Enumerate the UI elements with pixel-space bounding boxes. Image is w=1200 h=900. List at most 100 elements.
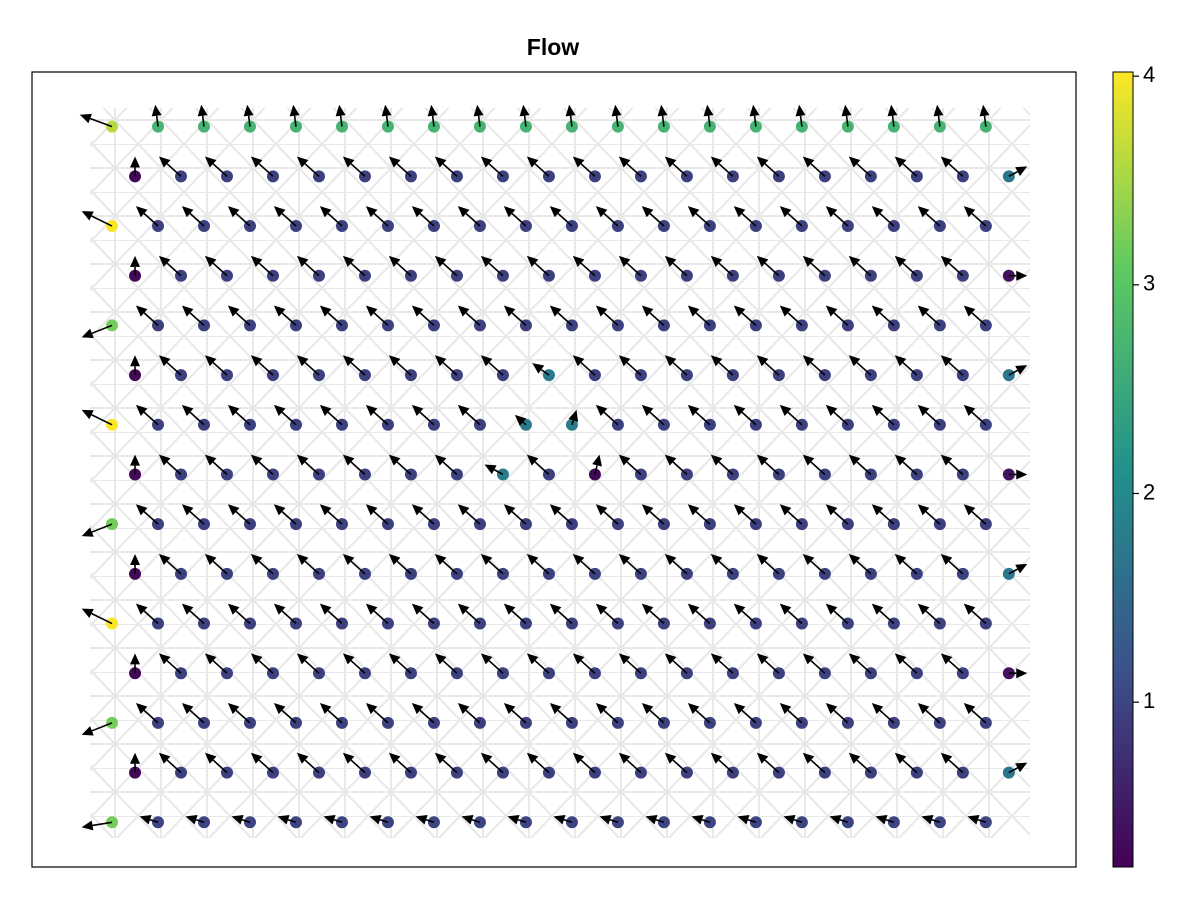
arrow-head: [595, 404, 608, 416]
arrow-shaft: [488, 163, 504, 177]
arrow: [319, 206, 343, 227]
arrow-shaft: [793, 818, 803, 824]
arrow: [595, 404, 619, 426]
arrow: [526, 752, 550, 774]
arrow: [457, 404, 481, 426]
arrow-shaft: [477, 115, 481, 127]
arrow-shaft: [603, 312, 619, 327]
arrow: [250, 653, 274, 674]
arrow-shaft: [287, 818, 297, 824]
arrow: [388, 752, 412, 774]
arrow-head: [480, 653, 493, 665]
arrow-shaft: [235, 411, 251, 426]
arrow-shaft: [580, 262, 596, 277]
arrow-head: [296, 752, 309, 764]
arrow-head: [756, 653, 769, 665]
arrow: [411, 305, 435, 327]
arrow-shaft: [235, 709, 251, 724]
arrow-shaft: [833, 511, 849, 525]
arrow-head: [917, 206, 930, 218]
arrow: [277, 814, 297, 825]
arrow: [388, 255, 412, 277]
arrow: [894, 355, 918, 376]
arrow: [484, 464, 504, 476]
arrow: [151, 104, 162, 127]
arrow: [81, 820, 113, 831]
arrow-head: [940, 156, 953, 168]
arrow-head: [691, 814, 704, 825]
arrow: [130, 355, 141, 376]
arrow: [917, 603, 941, 625]
arrow-shaft: [189, 511, 205, 525]
arrow-shaft: [258, 262, 274, 277]
arrow: [250, 553, 274, 575]
arrow-head: [664, 156, 677, 168]
arrow-shaft: [327, 411, 343, 426]
arrow-head: [917, 305, 930, 317]
arrow: [657, 104, 668, 127]
arrow-head: [572, 156, 585, 168]
arrow-shaft: [856, 262, 872, 277]
arrow-shaft: [948, 361, 964, 376]
arrow-head: [710, 255, 723, 267]
arrow-shaft: [764, 262, 780, 277]
arrow-head: [411, 206, 424, 218]
arrow-head: [388, 255, 401, 267]
arrow-shaft: [350, 759, 366, 774]
arrow: [130, 553, 141, 574]
arrow-shaft: [856, 361, 872, 376]
arrow-shaft: [442, 560, 458, 575]
arrow-head: [181, 305, 194, 317]
arrow-head: [139, 814, 152, 825]
arrow: [687, 206, 711, 227]
arrow-head: [204, 653, 217, 665]
arrow-shaft: [540, 368, 550, 376]
arrow: [411, 404, 435, 426]
arrow-shaft: [189, 212, 205, 227]
arrow-head: [871, 703, 884, 715]
arrow-head: [204, 156, 217, 168]
arrow: [710, 553, 734, 575]
arrow-shaft: [925, 312, 941, 327]
arrow-head: [664, 752, 677, 764]
arrow: [779, 703, 803, 724]
arrow-shaft: [810, 560, 826, 575]
arrow: [802, 156, 826, 177]
arrow-shaft: [442, 262, 458, 277]
arrow-head: [457, 404, 470, 416]
arrow: [388, 454, 412, 476]
arrow: [871, 703, 895, 724]
arrow: [756, 255, 780, 277]
arrow-head: [135, 206, 148, 218]
arrow: [158, 156, 182, 177]
arrow-head: [848, 156, 861, 168]
arrow-shaft: [948, 759, 964, 774]
arrow-head: [871, 206, 884, 218]
arrow-shaft: [571, 420, 575, 426]
arrow: [645, 814, 665, 825]
arrow: [894, 553, 918, 575]
arrow-shaft: [971, 610, 987, 625]
arrow: [388, 553, 412, 575]
arrow: [756, 752, 780, 774]
arrow-head: [756, 156, 769, 168]
arrow: [825, 703, 849, 724]
arrow: [825, 603, 849, 625]
arrow-head: [599, 814, 612, 825]
arrow-shaft: [741, 312, 757, 327]
arrow: [940, 454, 964, 476]
arrow-head: [158, 355, 171, 367]
arrow-head: [158, 156, 171, 168]
arrow: [81, 722, 113, 736]
arrow: [273, 603, 297, 625]
arrow-shaft: [350, 262, 366, 277]
arrow-shaft: [925, 709, 941, 724]
arrow-head: [825, 206, 838, 218]
arrow: [618, 653, 642, 674]
arrow: [250, 156, 274, 177]
arrow: [1008, 563, 1028, 575]
arrow-shaft: [166, 759, 182, 774]
arrow-head: [871, 603, 884, 615]
arrow: [664, 653, 688, 674]
